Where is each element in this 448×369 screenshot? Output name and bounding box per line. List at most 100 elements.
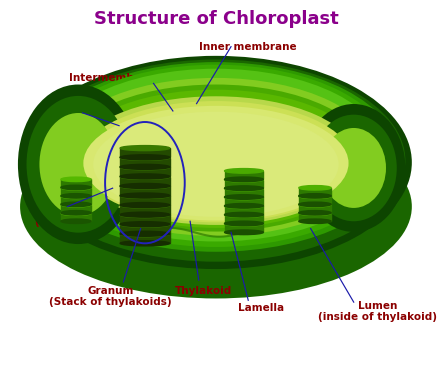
Ellipse shape (61, 186, 91, 190)
Bar (299, 213, 331, 221)
Ellipse shape (224, 195, 263, 200)
Ellipse shape (74, 96, 358, 225)
Ellipse shape (302, 104, 405, 232)
Text: Granum
(Stack of thylakoids): Granum (Stack of thylakoids) (49, 286, 172, 307)
Bar (224, 215, 263, 224)
Bar (224, 171, 263, 179)
Ellipse shape (26, 140, 405, 280)
Text: Structure of Chloroplast: Structure of Chloroplast (94, 10, 338, 28)
Ellipse shape (120, 232, 170, 237)
Bar (224, 197, 263, 206)
Bar (120, 186, 170, 196)
Ellipse shape (299, 211, 331, 215)
Ellipse shape (120, 222, 170, 227)
Text: Stroma
(aqueous fluid): Stroma (aqueous fluid) (35, 205, 125, 227)
Ellipse shape (67, 90, 365, 228)
Ellipse shape (33, 62, 399, 252)
Ellipse shape (120, 164, 170, 169)
Ellipse shape (299, 219, 331, 224)
Ellipse shape (93, 112, 339, 217)
Text: Intermembrane space: Intermembrane space (69, 73, 199, 83)
Bar (120, 148, 170, 157)
Bar (120, 177, 170, 186)
Ellipse shape (299, 194, 331, 199)
Bar (224, 206, 263, 215)
Ellipse shape (224, 177, 263, 182)
Bar (120, 206, 170, 215)
Ellipse shape (224, 204, 263, 208)
Ellipse shape (55, 78, 377, 236)
Text: Thylakoid: Thylakoid (174, 286, 232, 296)
Ellipse shape (310, 115, 397, 221)
Ellipse shape (120, 155, 170, 160)
Ellipse shape (39, 65, 392, 247)
Ellipse shape (120, 183, 170, 189)
Ellipse shape (61, 202, 91, 207)
Ellipse shape (120, 193, 170, 198)
Bar (120, 158, 170, 167)
Ellipse shape (26, 96, 130, 233)
Ellipse shape (83, 106, 349, 221)
Ellipse shape (120, 193, 170, 199)
Ellipse shape (224, 195, 263, 199)
Ellipse shape (61, 194, 91, 199)
Ellipse shape (224, 186, 263, 191)
Bar (224, 189, 263, 197)
Ellipse shape (39, 113, 117, 215)
Ellipse shape (321, 128, 386, 208)
Ellipse shape (224, 213, 263, 217)
Ellipse shape (299, 186, 331, 190)
Bar (61, 188, 91, 196)
Ellipse shape (61, 203, 91, 207)
Ellipse shape (224, 221, 263, 226)
Text: Lumen
(inside of thylakoid): Lumen (inside of thylakoid) (318, 300, 437, 322)
Bar (224, 180, 263, 188)
Ellipse shape (120, 203, 170, 208)
Ellipse shape (299, 194, 331, 198)
Ellipse shape (224, 212, 263, 217)
Bar (120, 167, 170, 176)
Ellipse shape (120, 174, 170, 179)
Ellipse shape (61, 177, 91, 182)
Ellipse shape (61, 185, 91, 190)
Text: Lamella: Lamella (238, 303, 284, 313)
Ellipse shape (299, 211, 331, 215)
Ellipse shape (20, 56, 412, 269)
Ellipse shape (61, 211, 91, 215)
Ellipse shape (299, 202, 331, 207)
Ellipse shape (46, 69, 386, 241)
Ellipse shape (120, 184, 170, 189)
Ellipse shape (120, 222, 170, 227)
Ellipse shape (120, 203, 170, 208)
Bar (61, 213, 91, 221)
Ellipse shape (299, 203, 331, 207)
Text: Inner membrane: Inner membrane (199, 42, 297, 52)
Ellipse shape (20, 115, 412, 299)
Ellipse shape (120, 174, 170, 179)
Bar (224, 224, 263, 232)
Ellipse shape (61, 219, 91, 224)
Bar (120, 225, 170, 234)
Bar (61, 205, 91, 213)
Ellipse shape (120, 231, 170, 236)
Ellipse shape (224, 203, 263, 208)
Bar (299, 205, 331, 213)
Ellipse shape (120, 241, 170, 246)
Ellipse shape (79, 101, 353, 223)
Ellipse shape (89, 108, 343, 218)
Ellipse shape (120, 212, 170, 217)
Ellipse shape (224, 230, 263, 235)
Ellipse shape (18, 85, 138, 244)
Ellipse shape (26, 59, 405, 262)
Ellipse shape (61, 211, 91, 215)
Text: Outer membrane: Outer membrane (50, 108, 151, 118)
Ellipse shape (224, 186, 263, 190)
Bar (299, 188, 331, 196)
Bar (61, 179, 91, 187)
Bar (120, 234, 170, 243)
Ellipse shape (224, 221, 263, 226)
Ellipse shape (61, 194, 91, 198)
Ellipse shape (120, 213, 170, 218)
Ellipse shape (224, 169, 263, 173)
Ellipse shape (62, 85, 370, 232)
